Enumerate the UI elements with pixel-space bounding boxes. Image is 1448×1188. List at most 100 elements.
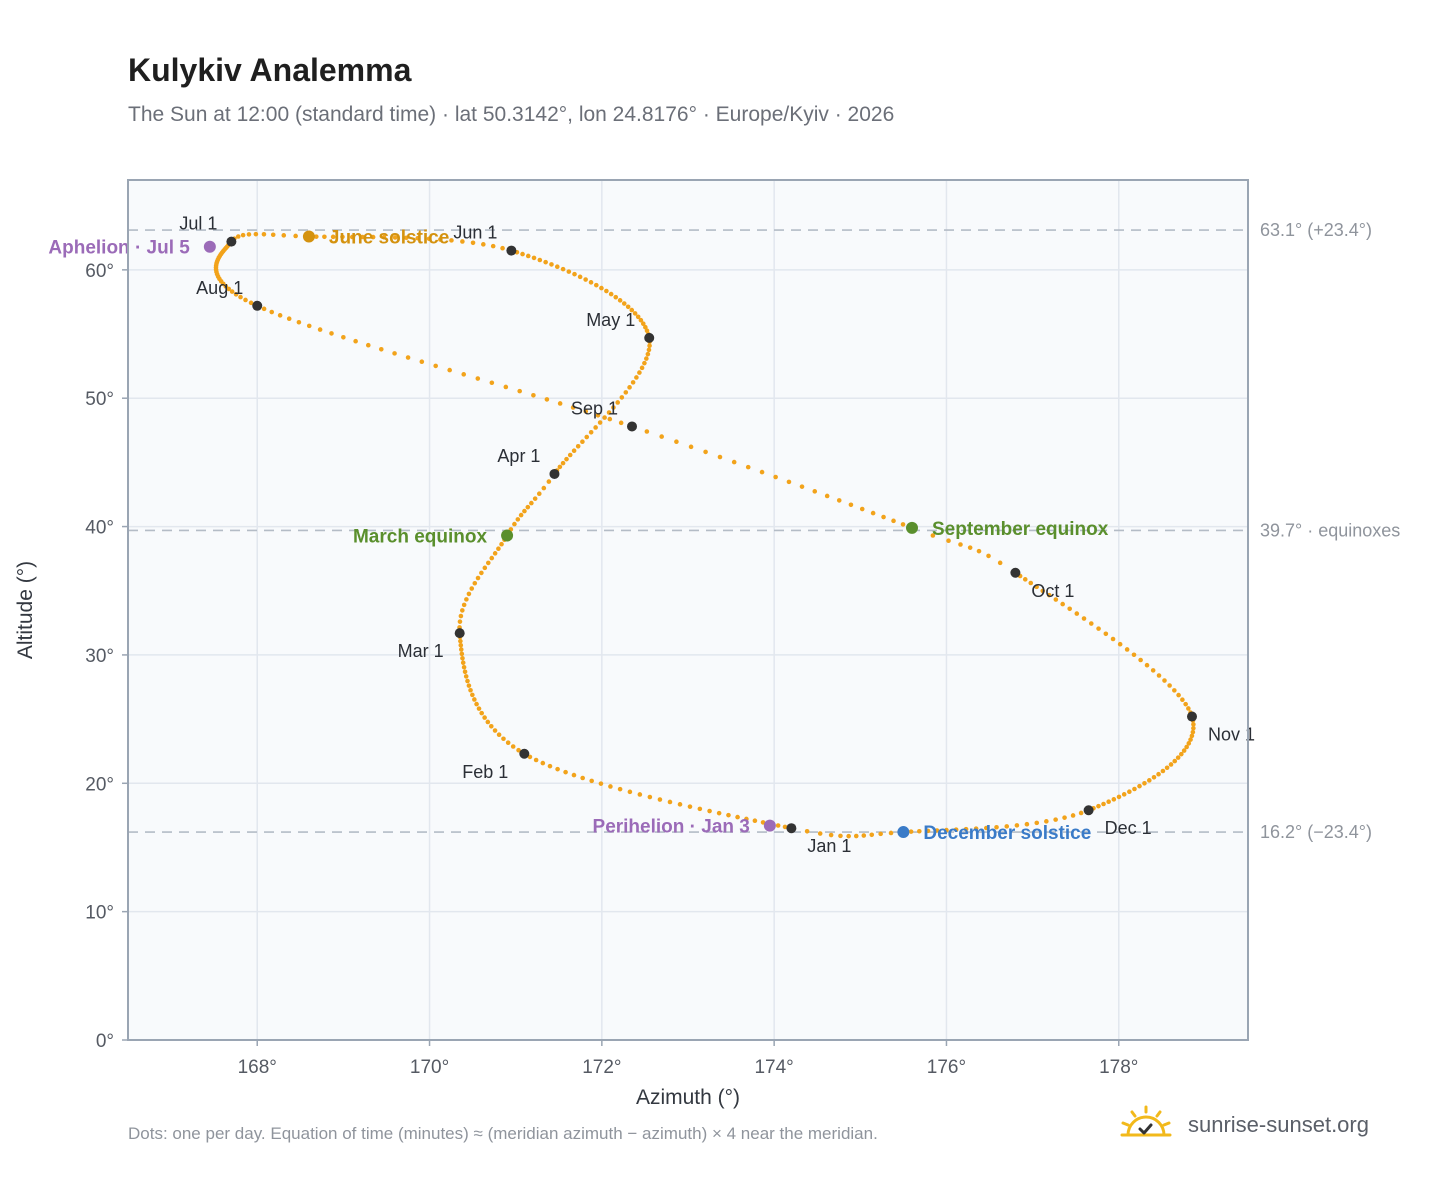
daily-sun-dot [1028,580,1034,586]
daily-sun-dot [472,697,477,702]
daily-sun-dot [479,570,484,576]
daily-sun-dot [517,388,522,394]
month-marker-label: Sep 1 [571,398,618,418]
brand-logo[interactable]: sunrise-sunset.org [1118,1100,1369,1150]
event-marker-dot [203,240,216,253]
daily-sun-dot [546,479,552,484]
daily-sun-dot [674,439,679,445]
daily-sun-dot [1180,697,1185,703]
daily-sun-dot [716,810,722,816]
daily-sun-dot [485,560,491,566]
daily-sun-dot [460,655,465,661]
x-tick-label: 170° [410,1057,449,1078]
month-marker-dot [519,748,530,759]
plot-area [128,180,1248,1040]
daily-sun-dot [532,496,538,501]
daily-sun-dot [564,456,569,462]
daily-sun-dot [541,485,547,491]
daily-sun-dot [645,351,651,357]
daily-sun-dot [934,828,940,833]
daily-sun-dot [838,833,843,839]
month-marker-dot [454,628,465,639]
daily-sun-dot [474,701,479,707]
daily-sun-dot [277,313,283,318]
daily-sun-dot [775,823,781,828]
daily-sun-dot [731,459,737,465]
daily-sun-dot [322,234,327,240]
daily-sun-dot [457,619,463,624]
daily-sun-dot [1172,688,1177,693]
daily-sun-dot [340,234,345,240]
daily-sun-dot [667,799,673,805]
daily-sun-dot [1121,792,1127,797]
daily-sun-dot [515,517,521,522]
daily-sun-dot [580,775,585,781]
month-marker-dot [252,300,263,311]
daily-sun-dot [752,818,758,824]
daily-sun-dot [1116,794,1122,800]
month-marker-dot [506,245,517,256]
daily-sun-dot [269,309,275,315]
daily-sun-dot [627,385,632,390]
daily-sun-dot [1132,786,1137,792]
daily-sun-dot [229,289,235,294]
daily-sun-dot [461,664,467,670]
daily-sun-dot [475,376,481,381]
daily-sun-dot [1142,780,1147,786]
event-marker-label: June solstice [329,227,449,248]
daily-sun-dot [589,778,594,784]
daily-sun-dot [967,545,973,550]
event-marker-label: Aphelion · Jul 5 [48,238,190,259]
daily-sun-dot [1088,621,1094,626]
daily-sun-dot [349,234,355,240]
daily-sun-dot [485,719,491,725]
x-tick-label: 174° [754,1057,793,1078]
daily-sun-dot [744,816,749,822]
daily-sun-dot [1106,799,1111,805]
daily-sun-dot [584,434,590,440]
daily-sun-dot [537,257,543,263]
daily-sun-dot [888,830,894,836]
daily-sun-dot [317,327,323,332]
daily-sun-dot [261,232,267,237]
daily-sun-dot [1162,678,1167,683]
daily-sun-dot [243,297,248,303]
y-tick-label: 50° [85,389,114,410]
daily-sun-dot [735,814,740,820]
daily-sun-dot [566,269,572,274]
daily-sun-dot [238,294,243,300]
daily-sun-dot [1172,758,1178,764]
daily-sun-dot [489,555,495,561]
daily-sun-dot [773,474,778,480]
daily-sun-dot [646,347,652,353]
daily-sun-dot [449,238,454,243]
daily-sun-dot [687,804,693,809]
daily-sun-dot [560,460,566,466]
daily-sun-dot [647,794,653,800]
daily-sun-dot [1067,606,1072,612]
event-marker-label: Perihelion · Jan 3 [593,817,750,838]
daily-sun-dot [426,236,432,242]
daily-sun-dot [1156,673,1162,678]
daily-sun-dot [415,235,421,241]
daily-sun-dot [571,772,577,778]
plot-frame [127,179,1249,1041]
daily-sun-dot [1111,797,1117,802]
y-tick-label: 10° [85,903,114,924]
daily-sun-dot [433,363,438,369]
daily-sun-dot [930,533,936,538]
footnote: Dots: one per day. Equation of time (min… [128,1124,878,1143]
month-marker-label: Apr 1 [497,446,540,466]
daily-sun-dot [482,565,488,571]
daily-sun-dot [518,512,524,518]
daily-sun-dot [812,489,818,494]
daily-sun-dot [281,233,287,238]
daily-sun-dot [608,291,614,297]
month-marker-label: Mar 1 [398,641,444,661]
daily-sun-dot [365,342,371,348]
daily-sun-dot [458,613,464,619]
daily-sun-dot [438,237,443,242]
event-marker-dot [501,529,514,542]
event-marker-dot [763,819,776,832]
daily-sun-dot [557,401,563,406]
